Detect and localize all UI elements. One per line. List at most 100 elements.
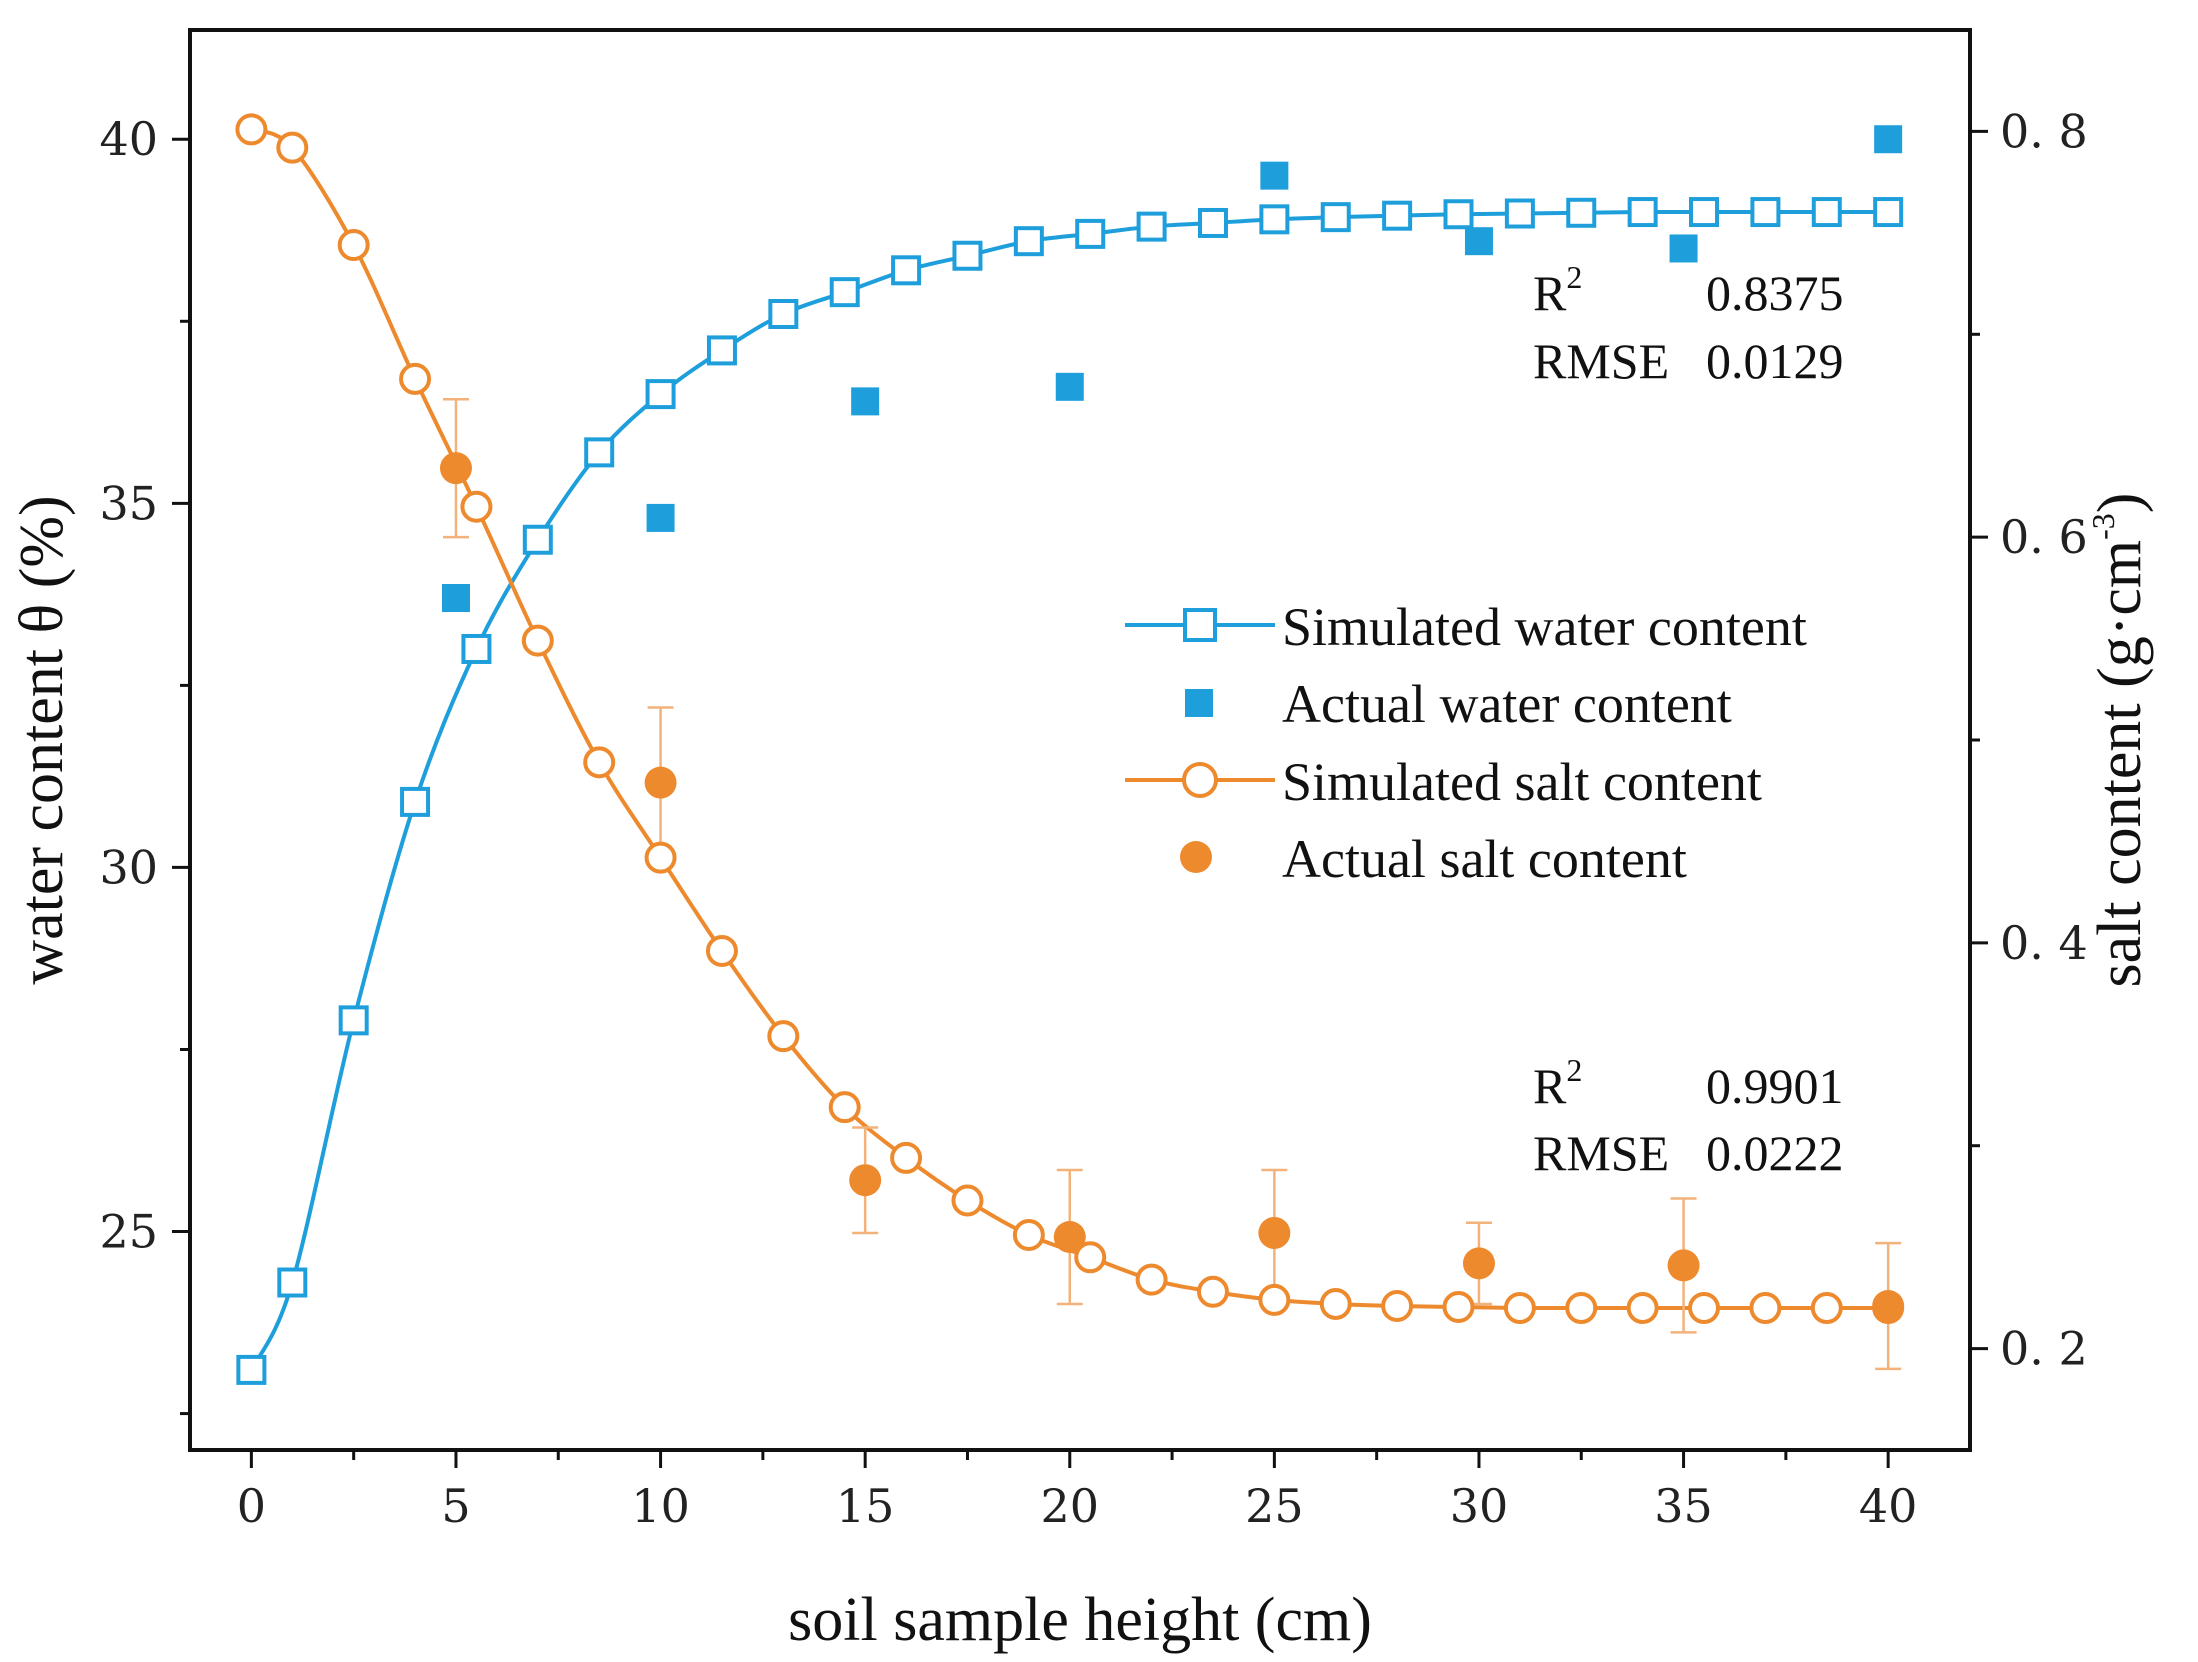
x-tick-label-10: 10 xyxy=(631,1479,690,1533)
simulated-salt-point xyxy=(276,131,309,164)
simulated-water-point xyxy=(400,786,431,817)
actual-water-point xyxy=(646,503,675,532)
actual-salt-point xyxy=(1258,1216,1291,1249)
simulated-salt-point xyxy=(951,1184,984,1217)
salt-r2-exp: 2 xyxy=(1566,1052,1582,1088)
legend-label-simulated-water: Simulated water content xyxy=(1282,597,1807,657)
simulated-water-point xyxy=(1811,197,1842,228)
simulated-water-point xyxy=(461,633,492,664)
actual-water-point xyxy=(1055,372,1084,401)
x-tick-label-25: 25 xyxy=(1245,1479,1304,1533)
simulated-water-point xyxy=(1259,204,1290,235)
simulated-salt-point xyxy=(1381,1289,1414,1322)
actual-salt-point xyxy=(1667,1249,1700,1282)
simulated-salt-point xyxy=(644,841,677,874)
simulated-water-point xyxy=(1566,197,1597,228)
y-left-tick-label-30: 30 xyxy=(99,840,158,894)
simulated-water-point xyxy=(1136,211,1167,242)
actual-salt-point xyxy=(439,452,472,485)
x-tick-label-0: 0 xyxy=(237,1479,266,1533)
simulated-salt-point xyxy=(399,362,432,395)
simulated-water-point xyxy=(1013,226,1044,257)
legend-label-actual-water: Actual water content xyxy=(1282,674,1732,734)
actual-water-point xyxy=(851,387,880,416)
actual-salt-point xyxy=(1053,1221,1086,1253)
salt-rmse-value: 0.0222 xyxy=(1706,1125,1844,1181)
x-tick-label-30: 30 xyxy=(1450,1479,1509,1533)
y-left-tick-label-40: 40 xyxy=(99,112,158,166)
simulated-salt-point xyxy=(828,1091,861,1124)
simulated-water-point xyxy=(1197,207,1228,238)
simulated-water-point xyxy=(829,277,860,308)
y-right-tick-label-0. 6: 0. 6 xyxy=(2000,510,2088,564)
simulated-salt-point xyxy=(235,113,268,146)
salt-r2-label: R2 xyxy=(1533,1052,1582,1114)
simulated-salt-point xyxy=(521,624,554,657)
simulated-water-point xyxy=(706,335,737,366)
legend-label-simulated-salt: Simulated salt content xyxy=(1282,752,1762,812)
simulated-salt-point xyxy=(1135,1263,1168,1296)
actual-salt-point xyxy=(1872,1289,1905,1322)
simulated-water-point xyxy=(1443,199,1474,230)
salt-r2-value: 0.9901 xyxy=(1706,1058,1844,1114)
x-axis-title: soil sample height (cm) xyxy=(788,1586,1372,1654)
markers-layer xyxy=(235,113,1905,1385)
simulated-water-point xyxy=(1627,197,1658,228)
legend-marker-simulated-salt xyxy=(1182,762,1218,798)
actual-salt-point xyxy=(644,766,677,799)
y-right-tick-label-0. 2: 0. 2 xyxy=(2000,1322,2088,1376)
simulated-salt-point xyxy=(705,934,738,967)
legend-marker-actual-water xyxy=(1185,689,1213,717)
actual-water-point xyxy=(441,584,470,612)
plot-frame xyxy=(188,28,1972,1452)
legend-marker-actual-salt xyxy=(1180,841,1212,873)
simulated-salt-point xyxy=(583,746,616,779)
y-left-axis-title: water content θ (%) xyxy=(8,495,76,984)
legend-label-actual-salt: Actual salt content xyxy=(1282,829,1687,889)
x-tick-label-35: 35 xyxy=(1654,1479,1713,1533)
simulated-salt-point xyxy=(1442,1290,1475,1323)
simulated-salt-point xyxy=(1688,1292,1721,1324)
x-tick-label-15: 15 xyxy=(836,1479,895,1533)
simulated-salt-point xyxy=(1196,1275,1229,1308)
y-left-tick-label-25: 25 xyxy=(99,1205,158,1259)
simulated-water-point xyxy=(338,1005,369,1036)
simulated-water-point xyxy=(584,437,615,468)
simulated-water-point xyxy=(768,299,799,329)
simulated-water-point xyxy=(1689,197,1720,228)
simulated-water-point xyxy=(645,379,676,410)
simulated-salt-point xyxy=(767,1020,800,1053)
simulated-salt-point xyxy=(1319,1287,1352,1320)
actual-water-point xyxy=(1669,234,1698,263)
simulated-salt-point xyxy=(1503,1292,1536,1324)
simulated-water-point xyxy=(1075,218,1106,249)
simulated-salt-point xyxy=(1074,1241,1107,1274)
water-r2-letter: R xyxy=(1533,265,1567,321)
simulated-salt-point xyxy=(890,1141,923,1174)
actual-water-point xyxy=(1464,227,1493,256)
ticks-layer: 0 5 10 15 20 25 30 35 40 25 30 35 40 0. 2 0. 4 0. 6 0. 8 xyxy=(99,104,2087,1533)
simulated-water-point xyxy=(1750,197,1781,228)
simulated-water-point xyxy=(1504,198,1535,229)
simulated-water-point xyxy=(236,1354,267,1385)
legend: Simulated water content Actual water con… xyxy=(1125,597,1807,889)
y-right-title-base: salt content (g·cm xyxy=(2086,540,2154,988)
y-right-tick-label-0. 8: 0. 8 xyxy=(2000,104,2088,158)
salt-r2-letter: R xyxy=(1533,1058,1567,1114)
y-left-tick-label-35: 35 xyxy=(99,476,158,530)
actual-water-point xyxy=(1260,161,1289,190)
water-rmse-label: RMSE xyxy=(1533,333,1669,389)
simulated-salt-point xyxy=(1012,1218,1045,1251)
simulated-water-point xyxy=(277,1267,308,1298)
simulated-water-point xyxy=(1873,197,1904,228)
simulated-salt-point xyxy=(1565,1292,1598,1324)
simulated-salt-point xyxy=(1749,1292,1782,1324)
simulated-water-point xyxy=(1382,200,1413,231)
y-right-title-exp: -3 xyxy=(2085,513,2121,540)
simulated-salt-point xyxy=(460,490,493,523)
water-r2-label: R2 xyxy=(1533,259,1582,321)
x-tick-label-5: 5 xyxy=(441,1479,470,1533)
simulated-water-point xyxy=(522,524,553,555)
